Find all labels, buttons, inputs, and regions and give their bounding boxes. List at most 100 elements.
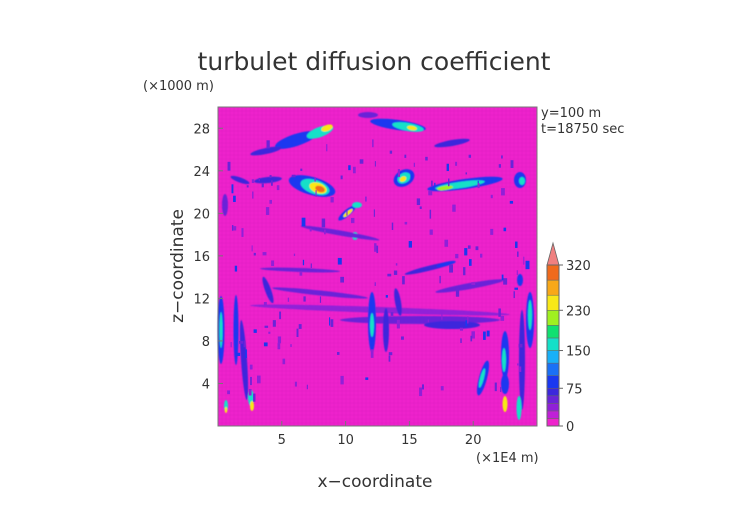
colorbar-bin bbox=[546, 418, 560, 427]
turbulence-speck bbox=[236, 352, 241, 356]
turbulence-structure bbox=[519, 177, 525, 185]
turbulence-speck bbox=[374, 282, 376, 286]
turbulence-speck bbox=[301, 217, 306, 227]
y-tick-label: 12 bbox=[193, 292, 210, 307]
colorbar-bin bbox=[546, 294, 560, 311]
turbulence-speck bbox=[498, 164, 501, 168]
turbulence-speck bbox=[523, 256, 525, 265]
turbulence-speck bbox=[387, 273, 392, 277]
turbulence-speck bbox=[402, 276, 405, 285]
turbulence-speck bbox=[340, 175, 343, 180]
turbulence-speck bbox=[365, 377, 369, 380]
turbulence-speck bbox=[503, 227, 507, 232]
colorbar-bin bbox=[546, 410, 560, 419]
turbulence-speck bbox=[467, 316, 469, 324]
turbulence-structure bbox=[274, 131, 318, 149]
turbulence-speck bbox=[428, 190, 433, 196]
x-multiplier-label: (×1E4 m) bbox=[476, 451, 539, 466]
turbulence-speck bbox=[241, 228, 244, 237]
colorbar-tick-label: 75 bbox=[566, 382, 583, 397]
turbulence-speck bbox=[448, 178, 450, 187]
turbulence-speck bbox=[490, 228, 494, 235]
turbulence-speck bbox=[329, 317, 331, 326]
turbulence-speck bbox=[374, 161, 376, 167]
turbulence-structure bbox=[399, 176, 407, 182]
turbulence-speck bbox=[233, 195, 236, 202]
turbulence-speck bbox=[464, 248, 468, 256]
turbulence-speck bbox=[444, 239, 449, 247]
colorbar-bin bbox=[546, 362, 560, 376]
turbulence-structure bbox=[516, 396, 522, 420]
turbulence-structure bbox=[260, 267, 340, 273]
turbulence-speck bbox=[257, 375, 261, 384]
turbulence-structure bbox=[233, 295, 239, 365]
turbulence-structure bbox=[478, 368, 486, 388]
colorbar-tick-label: 150 bbox=[566, 345, 591, 360]
turbulence-speck bbox=[490, 194, 493, 199]
turbulence-structure bbox=[437, 185, 453, 191]
turbulence-speck bbox=[501, 274, 504, 280]
turbulence-speck bbox=[271, 260, 275, 267]
y-tick-label: 16 bbox=[193, 250, 210, 265]
colorbar: 0 75 150 230 320 bbox=[546, 241, 591, 435]
turbulence-speck bbox=[340, 276, 345, 283]
turbulence-speck bbox=[388, 355, 391, 362]
turbulence-speck bbox=[258, 177, 260, 182]
turbulence-speck bbox=[263, 342, 268, 347]
turbulence-speck bbox=[470, 335, 473, 342]
turbulence-structure bbox=[435, 279, 505, 293]
x-tick-label: 5 bbox=[278, 433, 286, 448]
turbulence-speck bbox=[374, 243, 377, 252]
turbulence-speck bbox=[302, 259, 305, 266]
turbulence-structure bbox=[250, 304, 510, 316]
turbulence-speck bbox=[388, 352, 393, 356]
colorbar-tick-label: 0 bbox=[566, 420, 574, 435]
turbulence-structure bbox=[300, 225, 380, 241]
turbulence-speck bbox=[253, 329, 257, 333]
turbulence-speck bbox=[296, 328, 299, 337]
turbulence-speck bbox=[449, 264, 453, 273]
turbulence-speck bbox=[517, 251, 519, 257]
turbulence-speck bbox=[348, 165, 351, 171]
turbulence-speck bbox=[455, 161, 458, 166]
turbulence-speck bbox=[299, 272, 303, 276]
turbulence-speck bbox=[372, 139, 374, 148]
turbulence-structure bbox=[502, 348, 506, 372]
turbulence-structure bbox=[519, 310, 525, 410]
turbulence-structure bbox=[383, 308, 389, 352]
turbulence-speck bbox=[269, 175, 272, 178]
turbulence-speck bbox=[477, 183, 480, 189]
turbulence-speck bbox=[227, 390, 231, 395]
turbulence-structure bbox=[321, 124, 333, 132]
turbulence-speck bbox=[389, 150, 393, 154]
turbulence-speck bbox=[249, 364, 253, 370]
turbulence-speck bbox=[262, 252, 267, 256]
turbulence-speck bbox=[525, 260, 530, 270]
turbulence-speck bbox=[306, 384, 308, 390]
turbulence-speck bbox=[326, 144, 328, 152]
colorbar-bin bbox=[546, 403, 560, 412]
turbulence-structure bbox=[501, 374, 509, 394]
turbulence-speck bbox=[365, 196, 367, 202]
turbulence-speck bbox=[245, 349, 247, 359]
turbulence-speck bbox=[483, 331, 486, 340]
turbulence-speck bbox=[233, 226, 237, 231]
turbulence-speck bbox=[330, 319, 334, 327]
turbulence-speck bbox=[290, 344, 292, 348]
turbulence-speck bbox=[337, 257, 342, 265]
turbulence-speck bbox=[515, 241, 518, 248]
turbulence-structure bbox=[219, 312, 223, 348]
turbulence-structure bbox=[315, 185, 325, 193]
turbulence-speck bbox=[396, 319, 400, 329]
turbulence-speck bbox=[252, 191, 254, 199]
turbulence-speck bbox=[500, 315, 505, 321]
turbulence-structure bbox=[340, 316, 500, 324]
turbulence-speck bbox=[425, 156, 428, 161]
turbulence-speck bbox=[298, 324, 302, 329]
turbulence-speck bbox=[500, 387, 502, 393]
turbulence-speck bbox=[309, 228, 312, 232]
y-tick-label: 20 bbox=[193, 207, 210, 222]
colorbar-bin bbox=[546, 350, 560, 364]
turbulence-speck bbox=[486, 330, 490, 337]
